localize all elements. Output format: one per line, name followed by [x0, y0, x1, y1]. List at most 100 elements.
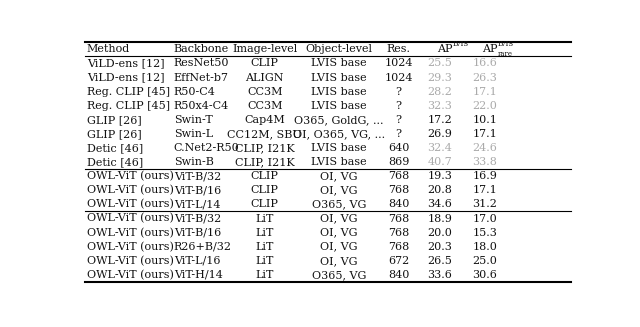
Text: OWL-ViT (ours): OWL-ViT (ours) — [87, 213, 174, 224]
Text: OI, VG: OI, VG — [321, 256, 358, 266]
Text: EffNet-b7: EffNet-b7 — [173, 73, 228, 82]
Text: 10.1: 10.1 — [472, 115, 497, 125]
Text: OI, VG: OI, VG — [321, 214, 358, 224]
Text: 26.5: 26.5 — [428, 256, 452, 266]
Text: Image-level: Image-level — [232, 44, 298, 54]
Text: 768: 768 — [388, 214, 410, 224]
Text: 34.6: 34.6 — [428, 199, 452, 209]
Text: Swin-B: Swin-B — [173, 157, 214, 167]
Text: 768: 768 — [388, 228, 410, 238]
Text: Cap4M: Cap4M — [244, 115, 285, 125]
Text: OWL-ViT (ours): OWL-ViT (ours) — [87, 270, 174, 280]
Text: LVIS base: LVIS base — [311, 87, 367, 96]
Text: OI, VG: OI, VG — [321, 185, 358, 195]
Text: 28.2: 28.2 — [428, 87, 452, 96]
Text: R26+B/32: R26+B/32 — [173, 242, 232, 252]
Text: 16.9: 16.9 — [472, 171, 497, 181]
Text: Res.: Res. — [387, 44, 411, 54]
Text: Backbone: Backbone — [173, 44, 229, 54]
Text: OI, O365, VG, ...: OI, O365, VG, ... — [293, 129, 385, 139]
Text: 20.3: 20.3 — [428, 242, 452, 252]
Text: ResNet50: ResNet50 — [173, 59, 229, 68]
Text: 17.1: 17.1 — [472, 185, 497, 195]
Text: CLIP, I21K: CLIP, I21K — [235, 157, 294, 167]
Text: 17.0: 17.0 — [472, 214, 497, 224]
Text: 640: 640 — [388, 143, 410, 153]
Text: 40.7: 40.7 — [428, 157, 452, 167]
Text: 26.9: 26.9 — [428, 129, 452, 139]
Text: ViT-L/14: ViT-L/14 — [173, 199, 220, 209]
Text: 840: 840 — [388, 270, 410, 280]
Text: O365, VG: O365, VG — [312, 270, 366, 280]
Text: 24.6: 24.6 — [472, 143, 497, 153]
Text: 15.3: 15.3 — [472, 228, 497, 238]
Text: LiT: LiT — [255, 270, 274, 280]
Text: Object-level: Object-level — [306, 44, 372, 54]
Text: 18.9: 18.9 — [428, 214, 452, 224]
Text: ?: ? — [396, 129, 402, 139]
Text: 768: 768 — [388, 185, 410, 195]
Text: LiT: LiT — [255, 256, 274, 266]
Text: 33.8: 33.8 — [472, 157, 497, 167]
Text: ViT-B/16: ViT-B/16 — [173, 185, 221, 195]
Text: LVIS base: LVIS base — [311, 73, 367, 82]
Text: AP: AP — [437, 44, 452, 54]
Text: LVIS base: LVIS base — [311, 143, 367, 153]
Text: OWL-ViT (ours): OWL-ViT (ours) — [87, 256, 174, 266]
Text: 19.3: 19.3 — [428, 171, 452, 181]
Text: CLIP: CLIP — [251, 199, 278, 209]
Text: ALIGN: ALIGN — [246, 73, 284, 82]
Text: 840: 840 — [388, 199, 410, 209]
Text: 25.0: 25.0 — [472, 256, 497, 266]
Text: LiT: LiT — [255, 242, 274, 252]
Text: CC12M, SBU: CC12M, SBU — [227, 129, 302, 139]
Text: Reg. CLIP [45]: Reg. CLIP [45] — [87, 87, 170, 96]
Text: OWL-ViT (ours): OWL-ViT (ours) — [87, 242, 174, 252]
Text: OI, VG: OI, VG — [321, 171, 358, 181]
Text: CLIP: CLIP — [251, 59, 278, 68]
Text: 768: 768 — [388, 171, 410, 181]
Text: 32.3: 32.3 — [428, 101, 452, 111]
Text: ViT-B/16: ViT-B/16 — [173, 228, 221, 238]
Text: ViT-B/32: ViT-B/32 — [173, 171, 221, 181]
Text: ?: ? — [396, 101, 402, 111]
Text: 32.4: 32.4 — [428, 143, 452, 153]
Text: OWL-ViT (ours): OWL-ViT (ours) — [87, 199, 174, 210]
Text: CLIP, I21K: CLIP, I21K — [235, 143, 294, 153]
Text: LiT: LiT — [255, 214, 274, 224]
Text: OWL-ViT (ours): OWL-ViT (ours) — [87, 171, 174, 181]
Text: ViT-L/16: ViT-L/16 — [173, 256, 220, 266]
Text: OWL-ViT (ours): OWL-ViT (ours) — [87, 185, 174, 196]
Text: 17.1: 17.1 — [472, 129, 497, 139]
Text: 869: 869 — [388, 157, 410, 167]
Text: C.Net2-R50: C.Net2-R50 — [173, 143, 239, 153]
Text: 16.6: 16.6 — [472, 59, 497, 68]
Text: O365, GoldG, ...: O365, GoldG, ... — [294, 115, 384, 125]
Text: Detic [46]: Detic [46] — [87, 143, 143, 153]
Text: CLIP: CLIP — [251, 171, 278, 181]
Text: AP: AP — [482, 44, 497, 54]
Text: LVIS base: LVIS base — [311, 101, 367, 111]
Text: 1024: 1024 — [385, 59, 413, 68]
Text: 768: 768 — [388, 242, 410, 252]
Text: LVIS base: LVIS base — [311, 59, 367, 68]
Text: ViLD-ens [12]: ViLD-ens [12] — [87, 59, 164, 68]
Text: 1024: 1024 — [385, 73, 413, 82]
Text: LVIS: LVIS — [498, 40, 514, 48]
Text: R50x4-C4: R50x4-C4 — [173, 101, 229, 111]
Text: ViLD-ens [12]: ViLD-ens [12] — [87, 73, 164, 82]
Text: LVIS base: LVIS base — [311, 157, 367, 167]
Text: Reg. CLIP [45]: Reg. CLIP [45] — [87, 101, 170, 111]
Text: Method: Method — [87, 44, 130, 54]
Text: 30.6: 30.6 — [472, 270, 497, 280]
Text: 20.8: 20.8 — [428, 185, 452, 195]
Text: 20.0: 20.0 — [428, 228, 452, 238]
Text: 25.5: 25.5 — [428, 59, 452, 68]
Text: ?: ? — [396, 87, 402, 96]
Text: OI, VG: OI, VG — [321, 242, 358, 252]
Text: rare: rare — [498, 50, 513, 58]
Text: 672: 672 — [388, 256, 410, 266]
Text: OI, VG: OI, VG — [321, 228, 358, 238]
Text: GLIP [26]: GLIP [26] — [87, 129, 141, 139]
Text: GLIP [26]: GLIP [26] — [87, 115, 141, 125]
